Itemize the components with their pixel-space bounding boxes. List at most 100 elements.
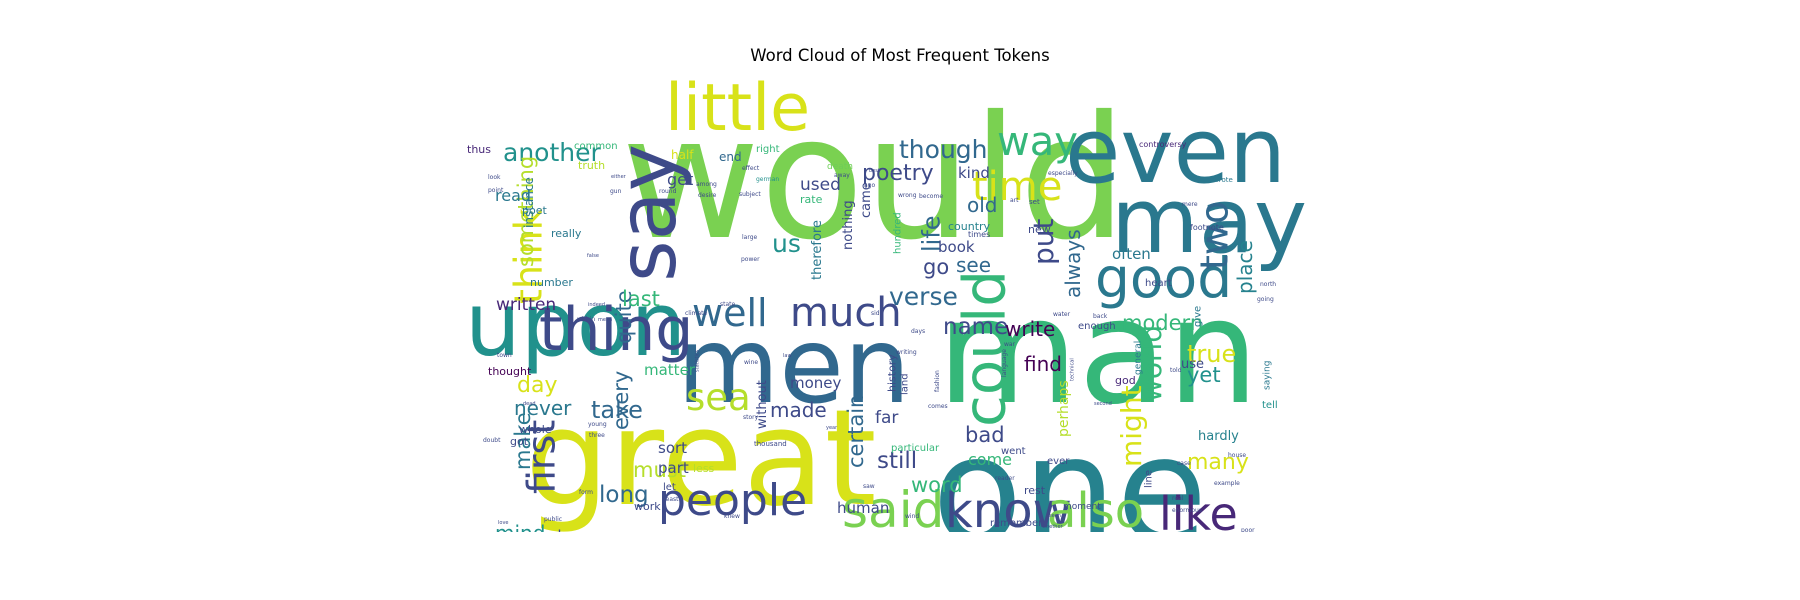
- word-power: power: [741, 256, 760, 263]
- word-subject: subject: [739, 191, 761, 198]
- word-mind: mind: [495, 521, 545, 532]
- word-common: common: [574, 141, 618, 152]
- word-something: something: [514, 156, 538, 267]
- word-nothing: nothing: [841, 200, 856, 250]
- word-ago: ago: [864, 182, 875, 189]
- word-general: general: [1134, 341, 1144, 375]
- word-came: came: [859, 182, 874, 218]
- word-long: long: [599, 482, 649, 508]
- word-get: get: [667, 170, 693, 189]
- word-people: people: [658, 475, 807, 526]
- word-best: best: [869, 168, 880, 174]
- word-footnote: footnote: [1190, 223, 1224, 232]
- word-often: often: [1112, 245, 1151, 263]
- word-sea: sea: [686, 376, 751, 419]
- word-times: times: [968, 230, 990, 239]
- word-still: still: [877, 448, 917, 474]
- word-north: north: [1260, 281, 1276, 288]
- word-moment: moment: [1063, 502, 1101, 512]
- word-many: many: [1187, 450, 1249, 475]
- word-hardly: hardly: [1198, 429, 1239, 444]
- word-part: part: [658, 459, 689, 477]
- word-know: know: [945, 483, 1072, 532]
- word-wind: wind: [905, 513, 919, 520]
- word-among: among: [696, 181, 717, 188]
- word-even: even: [1065, 99, 1286, 204]
- word-could: could: [950, 270, 1018, 427]
- word-especially: especially: [1048, 170, 1078, 177]
- word-say: say: [601, 144, 694, 282]
- word-technical: technical: [1069, 358, 1075, 381]
- word-love: love: [498, 520, 508, 526]
- word-let: let: [663, 482, 676, 493]
- word-yet: yet: [1187, 363, 1221, 387]
- word-whole: whole: [519, 423, 552, 436]
- word-false: false: [587, 253, 599, 259]
- word-also: also: [1047, 483, 1144, 532]
- word-enormous: enormous: [1172, 507, 1202, 514]
- word-good: good: [1095, 246, 1232, 310]
- word-read: read: [495, 186, 531, 205]
- word-remember: remember: [990, 518, 1043, 529]
- word-much: much: [790, 290, 902, 336]
- word-perhaps: perhaps: [1056, 380, 1072, 437]
- word-bad: bad: [965, 423, 1005, 447]
- word-large: large: [742, 234, 758, 241]
- word-rest: rest: [1024, 484, 1046, 497]
- word-without: without: [755, 380, 770, 429]
- word-may: may: [1111, 169, 1307, 274]
- word-end: end: [719, 150, 742, 164]
- word-dead: dead: [523, 401, 536, 407]
- word-statistics: statistics: [694, 349, 700, 372]
- word-controversy: controversy: [1139, 140, 1187, 149]
- word-life: life: [917, 215, 945, 252]
- word-told: told: [1170, 367, 1182, 374]
- word-either: either: [611, 174, 627, 180]
- word-mere: mere: [1182, 201, 1198, 208]
- word-art: art: [1010, 197, 1019, 204]
- word-go: go: [923, 255, 949, 279]
- word-went: went: [1001, 446, 1026, 457]
- word-tell: tell: [1262, 400, 1278, 411]
- word-away: away: [834, 172, 850, 179]
- word-modern: modern: [1122, 311, 1203, 335]
- word-money: money: [790, 374, 842, 392]
- word-verse: verse: [889, 282, 958, 311]
- word-form: form: [579, 489, 593, 496]
- word-little: little: [665, 72, 810, 146]
- word-wrote: wrote: [1213, 176, 1233, 184]
- word-therefore: therefore: [810, 220, 825, 280]
- word-find: find: [1024, 352, 1062, 376]
- word-soul: soul: [598, 530, 621, 532]
- word-three: three: [589, 432, 605, 439]
- word-day: day: [517, 373, 557, 398]
- word-look: look: [488, 174, 501, 181]
- word-see: see: [956, 253, 991, 277]
- word-young: young: [588, 421, 607, 428]
- word-matter: matter: [644, 361, 696, 379]
- word-language: language: [1001, 349, 1008, 377]
- word-always: always: [1061, 229, 1085, 298]
- word-new: new: [1028, 223, 1051, 236]
- word-wrong: wrong: [898, 192, 917, 199]
- word-poet: poet: [522, 204, 547, 217]
- word-hundred: hundred: [893, 212, 904, 254]
- word-indeed: indeed: [588, 302, 605, 308]
- word-cloud: would man one great men upon even may say little t…: [465, 72, 1380, 532]
- word-knew: knew: [724, 513, 740, 520]
- word-whether: whether: [1042, 524, 1064, 530]
- word-heart: heart: [1145, 278, 1172, 289]
- chart-title: Word Cloud of Most Frequent Tokens: [750, 46, 1050, 65]
- word-case: case: [1177, 460, 1191, 467]
- word-every: every: [609, 371, 633, 430]
- word-think: think: [506, 208, 550, 304]
- word-round: round: [659, 188, 677, 195]
- word-thousand: thousand: [754, 440, 787, 448]
- word-certain: certain: [844, 395, 868, 468]
- word-though: though: [899, 135, 988, 164]
- word-written: written: [496, 295, 556, 315]
- word-side: side: [871, 310, 884, 317]
- word-might: might: [1115, 385, 1148, 467]
- word-wine: wine: [744, 359, 758, 366]
